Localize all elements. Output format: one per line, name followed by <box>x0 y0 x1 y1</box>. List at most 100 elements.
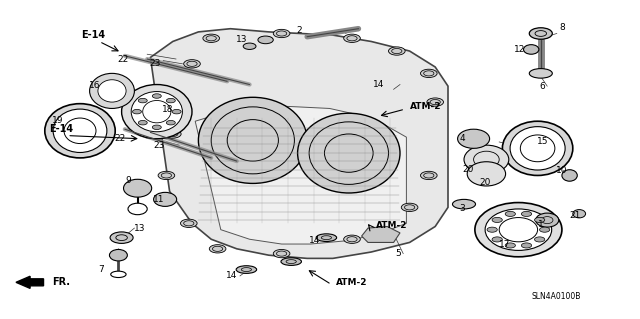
Text: 16: 16 <box>89 81 100 90</box>
Circle shape <box>420 69 437 78</box>
Circle shape <box>158 171 175 180</box>
Text: FR.: FR. <box>52 277 70 287</box>
Text: 14: 14 <box>373 80 385 89</box>
Text: 20: 20 <box>463 165 474 174</box>
Text: E-14: E-14 <box>81 30 105 40</box>
Text: ATM-2: ATM-2 <box>336 278 367 286</box>
Ellipse shape <box>502 121 573 175</box>
Circle shape <box>209 245 226 253</box>
Ellipse shape <box>109 249 127 261</box>
Ellipse shape <box>510 127 565 170</box>
Circle shape <box>258 36 273 44</box>
Circle shape <box>152 125 161 130</box>
Ellipse shape <box>529 69 552 78</box>
Text: 10: 10 <box>556 166 568 175</box>
Circle shape <box>344 34 360 42</box>
Ellipse shape <box>464 145 509 174</box>
Text: 19: 19 <box>52 116 63 125</box>
Circle shape <box>172 109 181 114</box>
Circle shape <box>138 121 147 125</box>
Ellipse shape <box>475 203 562 257</box>
Polygon shape <box>362 226 400 242</box>
Ellipse shape <box>124 179 152 197</box>
Text: 6: 6 <box>540 82 545 91</box>
Circle shape <box>534 237 545 242</box>
Circle shape <box>427 98 444 106</box>
Circle shape <box>492 237 502 242</box>
Circle shape <box>522 243 532 248</box>
Ellipse shape <box>458 129 490 148</box>
Text: 21: 21 <box>569 211 580 220</box>
Circle shape <box>273 29 290 38</box>
Ellipse shape <box>573 210 586 218</box>
Ellipse shape <box>236 266 257 273</box>
Circle shape <box>388 47 405 55</box>
Circle shape <box>166 121 175 125</box>
Polygon shape <box>195 105 406 244</box>
Ellipse shape <box>316 234 337 241</box>
Text: 18: 18 <box>162 105 173 114</box>
Circle shape <box>132 109 141 114</box>
Ellipse shape <box>281 258 301 265</box>
Text: 4: 4 <box>460 134 465 143</box>
Text: 13: 13 <box>236 35 248 44</box>
Text: 13: 13 <box>134 224 145 233</box>
Text: 22: 22 <box>115 134 126 143</box>
Circle shape <box>166 98 175 103</box>
Ellipse shape <box>53 109 107 152</box>
Circle shape <box>401 203 418 211</box>
Ellipse shape <box>45 104 115 158</box>
Circle shape <box>180 219 197 227</box>
Ellipse shape <box>131 92 182 132</box>
Text: SLN4A0100B: SLN4A0100B <box>531 292 580 301</box>
Circle shape <box>487 227 497 232</box>
FancyArrow shape <box>16 276 44 288</box>
Ellipse shape <box>128 203 147 215</box>
Ellipse shape <box>111 271 126 278</box>
Ellipse shape <box>562 170 577 181</box>
Ellipse shape <box>524 45 539 54</box>
Circle shape <box>540 227 550 232</box>
Ellipse shape <box>122 85 192 139</box>
Ellipse shape <box>154 192 177 206</box>
Text: 17: 17 <box>499 240 510 249</box>
Polygon shape <box>150 29 448 258</box>
Circle shape <box>138 98 147 103</box>
Text: 1: 1 <box>538 220 543 229</box>
Ellipse shape <box>485 209 552 250</box>
Text: 5: 5 <box>396 249 401 258</box>
Circle shape <box>164 130 181 138</box>
Ellipse shape <box>452 199 476 209</box>
Circle shape <box>152 94 161 98</box>
Circle shape <box>529 28 552 39</box>
Text: 14: 14 <box>309 236 321 245</box>
Ellipse shape <box>467 162 506 186</box>
Ellipse shape <box>198 97 307 183</box>
Circle shape <box>522 211 532 217</box>
Text: 20: 20 <box>479 178 491 187</box>
Ellipse shape <box>90 73 134 108</box>
Text: 15: 15 <box>537 137 548 146</box>
Circle shape <box>492 217 502 222</box>
Circle shape <box>344 235 360 243</box>
Text: 23: 23 <box>149 59 161 68</box>
Circle shape <box>505 211 515 217</box>
Text: 14: 14 <box>226 271 237 280</box>
Text: 3: 3 <box>460 204 465 213</box>
Text: 2: 2 <box>297 26 302 35</box>
Circle shape <box>243 43 256 49</box>
Text: 11: 11 <box>153 195 164 204</box>
Circle shape <box>184 60 200 68</box>
Text: 12: 12 <box>514 45 525 54</box>
Circle shape <box>534 217 545 222</box>
Ellipse shape <box>536 213 559 227</box>
Circle shape <box>273 249 290 258</box>
Text: ATM-2: ATM-2 <box>410 102 441 111</box>
Text: 8: 8 <box>559 23 564 32</box>
Circle shape <box>203 34 220 42</box>
Text: E-14: E-14 <box>49 124 73 134</box>
Text: 7: 7 <box>99 265 104 274</box>
Circle shape <box>164 92 181 100</box>
Circle shape <box>505 243 515 248</box>
Ellipse shape <box>298 113 400 193</box>
